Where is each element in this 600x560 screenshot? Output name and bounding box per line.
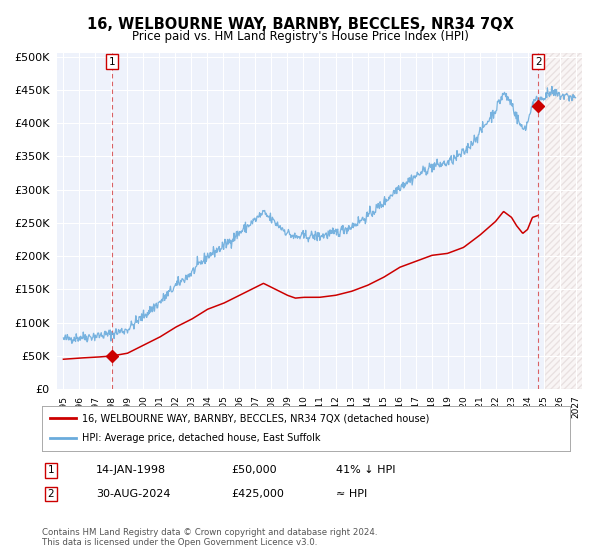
Text: £50,000: £50,000 (231, 465, 277, 475)
Text: 1: 1 (109, 57, 115, 67)
Text: 30-AUG-2024: 30-AUG-2024 (96, 489, 170, 499)
Bar (545, 53, 584, 389)
Text: 16, WELBOURNE WAY, BARNBY, BECCLES, NR34 7QX: 16, WELBOURNE WAY, BARNBY, BECCLES, NR34… (86, 17, 514, 32)
Bar (545, 53, 584, 389)
Text: Contains HM Land Registry data © Crown copyright and database right 2024.
This d: Contains HM Land Registry data © Crown c… (42, 528, 377, 547)
Text: 41% ↓ HPI: 41% ↓ HPI (336, 465, 395, 475)
Text: £425,000: £425,000 (231, 489, 284, 499)
Bar (545, 53, 584, 389)
Text: ≈ HPI: ≈ HPI (336, 489, 367, 499)
Text: 1: 1 (47, 465, 55, 475)
Text: 2: 2 (535, 57, 541, 67)
Text: Price paid vs. HM Land Registry's House Price Index (HPI): Price paid vs. HM Land Registry's House … (131, 30, 469, 43)
Text: 14-JAN-1998: 14-JAN-1998 (96, 465, 166, 475)
Text: 2: 2 (47, 489, 55, 499)
Text: 16, WELBOURNE WAY, BARNBY, BECCLES, NR34 7QX (detached house): 16, WELBOURNE WAY, BARNBY, BECCLES, NR34… (82, 413, 429, 423)
Text: HPI: Average price, detached house, East Suffolk: HPI: Average price, detached house, East… (82, 433, 320, 444)
